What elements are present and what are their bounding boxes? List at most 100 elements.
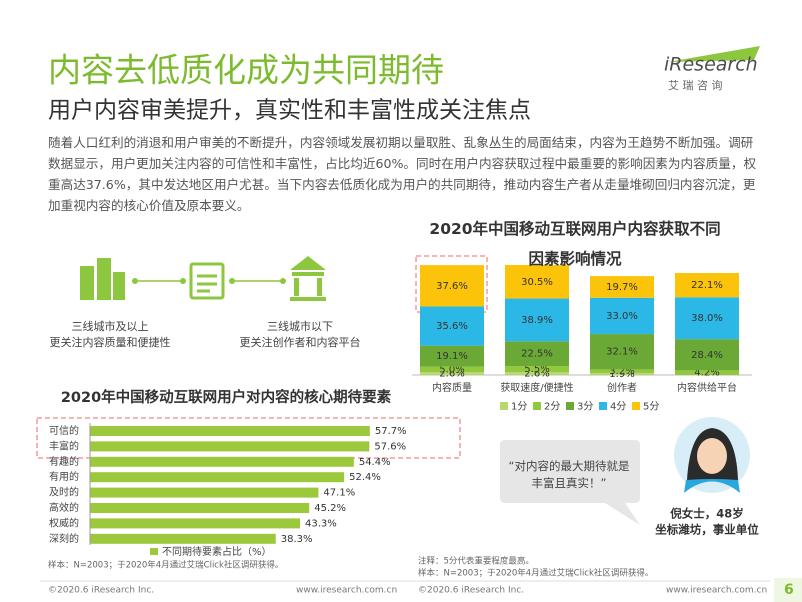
flow-dot	[132, 278, 286, 284]
icon-document	[189, 262, 225, 300]
data-label: 30.5%	[521, 277, 553, 288]
data-label: 5.5%	[524, 364, 549, 375]
legend-label: 5分	[643, 401, 659, 413]
page-tab	[774, 578, 802, 602]
legend-label: 3分	[577, 401, 593, 413]
data-label: 38.0%	[691, 313, 723, 324]
y-tick-label: 有趣的	[49, 455, 79, 468]
legend-label: 4分	[610, 401, 626, 413]
bar-segment	[505, 265, 569, 299]
flow-right-label: 三线城市以下	[267, 319, 333, 333]
data-label: 4.2%	[694, 368, 719, 379]
data-label: 3.2%	[609, 366, 634, 377]
y-tick-label: 丰富的	[49, 439, 79, 452]
bar-segment	[675, 370, 739, 375]
bar-segment	[420, 306, 484, 346]
x-tick-label: 获取速度/便捷性	[500, 381, 573, 394]
page-number: 6	[784, 582, 794, 598]
person-name: 倪女士，48岁	[670, 507, 744, 521]
data-label: 2.6%	[524, 369, 549, 380]
legend-swatch	[533, 402, 541, 410]
logo-tagline: 艾 瑞 咨 询	[668, 78, 723, 92]
bar-segment	[420, 372, 484, 375]
x-tick-label: 创作者	[607, 381, 637, 394]
icon-house	[290, 256, 326, 301]
subtitle: 用户内容审美提升，真实性和丰富性成关注焦点	[48, 98, 531, 124]
bar-segment	[590, 369, 654, 373]
bar-segment	[675, 297, 739, 340]
note: 样本：N=2003；于2020年4月通过艾瑞Click社区调研获得。	[418, 568, 653, 579]
note: 样本：N=2003；于2020年4月通过艾瑞Click社区调研获得。	[48, 560, 283, 571]
data-label: 43.3%	[305, 518, 337, 529]
y-tick-label: 深刻的	[49, 532, 79, 545]
bar	[90, 487, 319, 498]
data-label: 35.6%	[436, 321, 468, 332]
legend-label: 不同期待要素占比（%）	[162, 545, 272, 558]
y-tick-label: 可信的	[49, 424, 79, 437]
flow-left-label: 更关注内容质量和便捷性	[50, 335, 171, 349]
bar-segment	[590, 276, 654, 298]
note: 注释：5分代表重要程度最高。	[418, 556, 534, 567]
bar	[90, 472, 345, 483]
logo-swoosh	[668, 46, 760, 62]
data-label: 19.7%	[606, 282, 638, 293]
data-label: 22.1%	[691, 280, 723, 291]
y-tick-label: 权威的	[49, 516, 79, 529]
bar	[90, 503, 310, 513]
bar-segment	[505, 298, 569, 342]
data-label: 37.6%	[436, 281, 468, 292]
icon-buildings	[80, 258, 125, 300]
legend-swatch	[150, 548, 158, 555]
data-label: 32.1%	[606, 347, 638, 358]
legend-swatch	[500, 402, 508, 410]
flow-right-label: 更关注创作者和内容平台	[240, 335, 361, 349]
y-tick-label: 有用的	[49, 470, 79, 483]
bar	[90, 426, 370, 436]
x-tick-label: 内容供给平台	[677, 381, 737, 394]
y-tick-label: 高效的	[49, 501, 79, 514]
title: 内容去低质化成为共同期待	[48, 51, 444, 90]
chart-title: 2020年中国移动互联网用户内容获取不同因素影响情况	[429, 220, 721, 268]
legend-swatch	[632, 402, 640, 410]
data-label: 5.0%	[439, 364, 464, 375]
x-tick-label: 内容质量	[432, 381, 472, 394]
data-label: 1.9%	[609, 369, 634, 380]
bar	[90, 456, 354, 467]
bar-segment	[420, 345, 484, 367]
bar-segment	[675, 273, 739, 298]
bar	[90, 441, 370, 452]
data-label: 33.0%	[606, 311, 638, 322]
data-label: 57.7%	[375, 426, 407, 437]
bar	[90, 518, 301, 529]
bar	[90, 533, 276, 544]
data-label: 54.4%	[359, 457, 391, 468]
avatar-body	[684, 479, 740, 493]
data-label: 19.1%	[436, 351, 468, 362]
data-label: 2.6%	[439, 369, 464, 380]
quote-bubble	[500, 440, 640, 525]
data-label: 45.2%	[314, 503, 346, 514]
bar-segment	[590, 297, 654, 335]
intro-paragraph: 随着人口红利的消退和用户审美的不断提升，内容领域发展初期以量取胜、乱象丛生的局面…	[48, 135, 757, 213]
data-label: 22.5%	[521, 349, 553, 360]
logo-name: iResearch	[664, 54, 758, 76]
bar-segment	[420, 265, 484, 307]
bar-segment	[590, 372, 654, 375]
legend-swatch	[566, 402, 574, 410]
bar-segment	[590, 334, 654, 370]
flow-left-label: 三线城市及以上	[72, 319, 149, 333]
data-label: 38.3%	[281, 534, 313, 545]
bar-segment	[505, 366, 569, 373]
bar-segment	[420, 366, 484, 373]
data-label: 47.1%	[323, 488, 355, 499]
data-label: 38.9%	[521, 315, 553, 326]
footer-copyright: ©2020.6 iResearch Inc.	[418, 586, 524, 596]
legend-label: 1分	[511, 401, 527, 413]
data-label: 28.4%	[691, 350, 723, 361]
footer-url: www.iresearch.com.cn	[666, 586, 767, 596]
footer-url: www.iresearch.com.cn	[296, 586, 397, 596]
bar-segment	[505, 341, 569, 367]
y-tick-label: 及时的	[49, 486, 79, 499]
